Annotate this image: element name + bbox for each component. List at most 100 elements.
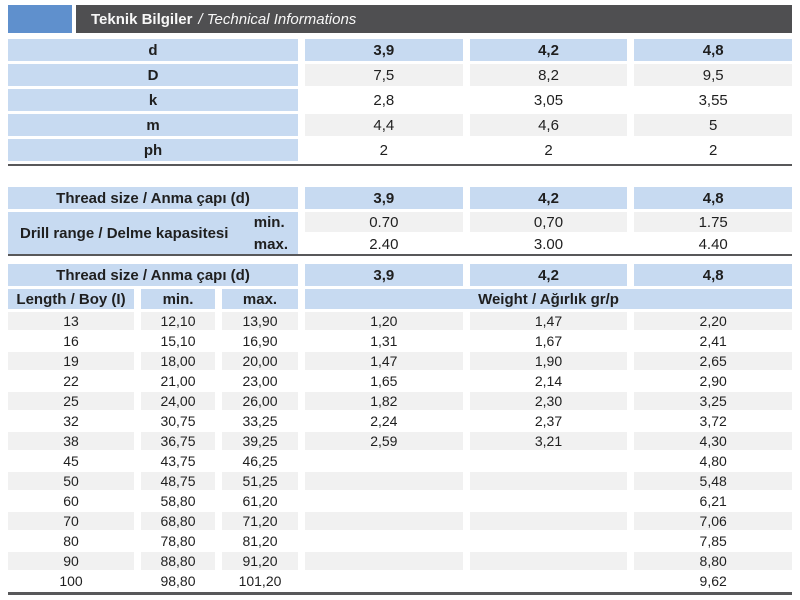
min-value: 88,80 [141, 552, 215, 570]
size-column-header: 4,2 [469, 187, 628, 209]
max-value: 71,20 [222, 512, 298, 530]
weight-value: 2,59 [305, 432, 463, 450]
max-column-header: max. [222, 289, 298, 309]
length-value: 32 [8, 412, 134, 430]
dimension-value: 9,5 [634, 64, 792, 86]
weight-value: 4,80 [634, 452, 792, 470]
dimension-value: 2 [634, 139, 792, 161]
min-value: 30,75 [141, 412, 215, 430]
length-value: 45 [8, 452, 134, 470]
max-value: 23,00 [222, 372, 298, 390]
weight-value: 2,14 [469, 372, 628, 390]
weight-value: 1,67 [469, 332, 628, 350]
length-value: 60 [8, 492, 134, 510]
weight-value: 2,24 [305, 412, 463, 430]
weight-value [305, 452, 463, 470]
max-label: max. [253, 235, 288, 253]
min-value: 43,75 [141, 452, 215, 470]
logo-mark [8, 5, 72, 33]
min-value: 48,75 [141, 472, 215, 490]
length-weight-table-body: 13 12,10 13,90 1,20 1,47 2,20 16 15,10 16,90 1,31… [8, 312, 792, 590]
length-value: 13 [8, 312, 134, 330]
weight-value [305, 492, 463, 510]
weight-value: 3,72 [634, 412, 792, 430]
length-weight-row: 13 12,10 13,90 1,20 1,47 2,20 [8, 312, 792, 330]
dimension-value: 4,4 [305, 114, 463, 136]
min-value: 36,75 [141, 432, 215, 450]
weight-value [305, 572, 463, 590]
thread-size-label: Thread size / Anma çapı (d) [8, 264, 298, 286]
max-value: 39,25 [222, 432, 298, 450]
max-value: 91,20 [222, 552, 298, 570]
weight-value: 2,20 [634, 312, 792, 330]
dimension-value: 5 [634, 114, 792, 136]
weight-value [305, 512, 463, 530]
dimension-value: 2 [469, 139, 628, 161]
min-column-header: min. [141, 289, 215, 309]
drill-max-value: 2.40 [305, 234, 463, 254]
dimension-row: k 2,8 3,05 3,55 [8, 89, 792, 111]
length-value: 80 [8, 532, 134, 550]
title-bar: Teknik Bilgiler / Technical Informations [8, 5, 792, 33]
separator-line [8, 254, 792, 256]
length-value: 90 [8, 552, 134, 570]
bottom-border-line [8, 592, 792, 595]
weight-value [305, 472, 463, 490]
weight-value: 8,80 [634, 552, 792, 570]
weight-value [305, 532, 463, 550]
min-value: 58,80 [141, 492, 215, 510]
min-value: 24,00 [141, 392, 215, 410]
title-turkish: Teknik Bilgiler [91, 10, 193, 28]
length-weight-header-row: Thread size / Anma çapı (d) 3,9 4,2 4,8 [8, 264, 792, 286]
length-value: 38 [8, 432, 134, 450]
weight-value: 3,21 [469, 432, 628, 450]
max-value: 16,90 [222, 332, 298, 350]
size-column-header: 3,9 [305, 187, 463, 209]
drill-range-table: Thread size / Anma çapı (d) 3,9 4,2 4,8 … [8, 187, 792, 254]
length-weight-row: 25 24,00 26,00 1,82 2,30 3,25 [8, 392, 792, 410]
length-value: 22 [8, 372, 134, 390]
max-value: 101,20 [222, 572, 298, 590]
max-value: 81,20 [222, 532, 298, 550]
thread-size-label: Thread size / Anma çapı (d) [8, 187, 298, 209]
length-weight-row: 22 21,00 23,00 1,65 2,14 2,90 [8, 372, 792, 390]
weight-value [469, 552, 628, 570]
dimension-value: 8,2 [469, 64, 628, 86]
weight-value: 7,06 [634, 512, 792, 530]
length-weight-table: Thread size / Anma çapı (d) 3,9 4,2 4,8 … [8, 264, 792, 590]
weight-value: 4,30 [634, 432, 792, 450]
length-weight-subheader-row: Length / Boy (I) min. max. Weight / Ağır… [8, 289, 792, 309]
max-value: 61,20 [222, 492, 298, 510]
min-value: 21,00 [141, 372, 215, 390]
weight-value: 6,21 [634, 492, 792, 510]
dimensions-table-body: D 7,5 8,2 9,5 k 2,8 3,05 3,55 m 4,4 4,6 5 ph 2 2 2 [8, 64, 792, 161]
length-weight-row: 38 36,75 39,25 2,59 3,21 4,30 [8, 432, 792, 450]
size-column-header: 3,9 [305, 264, 463, 286]
max-value: 26,00 [222, 392, 298, 410]
weight-value [305, 552, 463, 570]
length-weight-row: 50 48,75 51,25 5,48 [8, 472, 792, 490]
length-weight-row: 80 78,80 81,20 7,85 [8, 532, 792, 550]
dimension-label: d [8, 39, 298, 61]
weight-value: 2,37 [469, 412, 628, 430]
weight-value: 1,47 [469, 312, 628, 330]
max-value: 46,25 [222, 452, 298, 470]
dimensions-header-row: d 3,9 4,2 4,8 [8, 39, 792, 61]
weight-value: 2,41 [634, 332, 792, 350]
weight-value: 3,25 [634, 392, 792, 410]
min-max-labels: min. max. [254, 212, 288, 254]
dimension-label: ph [8, 139, 298, 161]
dimension-label: k [8, 89, 298, 111]
weight-value: 9,62 [634, 572, 792, 590]
section-title: Teknik Bilgiler / Technical Informations [76, 5, 792, 33]
length-weight-row: 16 15,10 16,90 1,31 1,67 2,41 [8, 332, 792, 350]
dimension-row: ph 2 2 2 [8, 139, 792, 161]
weight-value: 7,85 [634, 532, 792, 550]
dimension-value: 2 [305, 139, 463, 161]
weight-value: 1,82 [305, 392, 463, 410]
weight-column-header: Weight / Ağırlık gr/p [305, 289, 792, 309]
length-value: 19 [8, 352, 134, 370]
drill-range-body: Drill range / Delme kapasitesi min. max.… [8, 212, 792, 254]
min-value: 98,80 [141, 572, 215, 590]
size-column-header: 4,2 [469, 264, 628, 286]
